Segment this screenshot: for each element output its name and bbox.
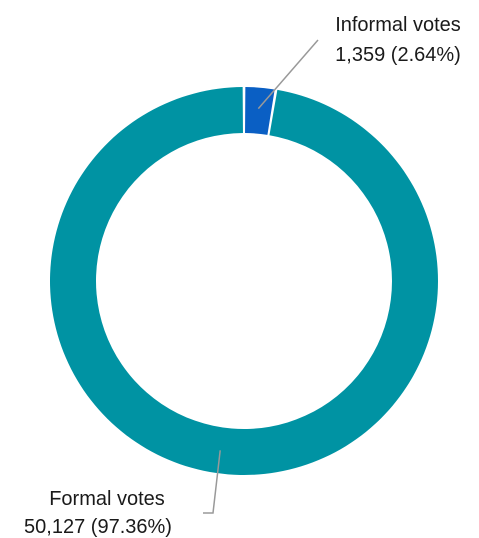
formal-votes-percent: (97.36%): [91, 516, 172, 538]
formal-votes-value: 50,127: [24, 516, 85, 538]
svg-text:1,359 (2.64%): 1,359 (2.64%): [335, 44, 461, 66]
formal-votes-label: Formal votes 50,127 (97.36%): [24, 488, 172, 538]
donut-slices: [50, 87, 438, 475]
informal-votes-value: 1,359: [335, 44, 385, 66]
svg-text:50,127 (97.36%): 50,127 (97.36%): [24, 516, 172, 538]
informal-votes-label: Informal votes 1,359 (2.64%): [335, 14, 461, 66]
donut-slice-formal-votes: [50, 87, 438, 475]
formal-votes-label-name: Formal votes: [49, 488, 165, 510]
informal-votes-label-name: Informal votes: [335, 14, 461, 36]
informal-votes-percent: (2.64%): [391, 44, 461, 66]
